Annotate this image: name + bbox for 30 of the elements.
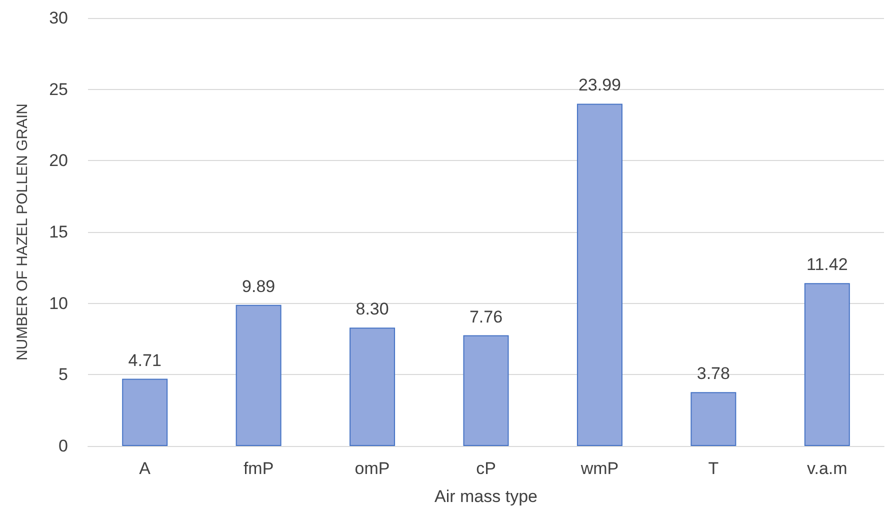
data-label: 8.30 [356,300,389,319]
y-axis-title: NUMBER OF HAZEL POLLEN GRAIN [14,104,31,360]
bar [122,378,168,446]
x-tick-label: cP [476,459,496,478]
data-label: 4.71 [128,350,162,370]
y-tick-label: 5 [58,365,68,384]
data-label: 23.99 [578,76,621,95]
data-label: 11.42 [806,255,848,274]
bar [804,283,850,446]
data-label: 9.89 [242,276,276,296]
y-tick-label: 25 [49,80,68,99]
y-tick-label: 15 [49,222,68,242]
data-label: 3.78 [696,364,730,384]
x-tick-label: fmP [243,459,274,478]
x-tick-label: A [139,459,152,478]
data-label: 7.76 [469,307,503,326]
y-tick-label: 0 [58,436,68,456]
bar [576,104,622,446]
bar [463,335,509,446]
x-tick-label: omP [354,459,390,478]
x-tick-label: T [708,459,719,478]
bar [236,304,282,446]
x-axis-title: Air mass type [434,487,538,506]
y-tick-label: 20 [49,151,68,170]
y-tick-label: 30 [49,8,68,28]
bar [690,392,736,446]
x-tick-label: v.a.m [806,459,848,478]
y-tick-label: 10 [49,294,68,313]
bar [350,328,396,446]
x-tick-label: wmP [580,459,619,478]
